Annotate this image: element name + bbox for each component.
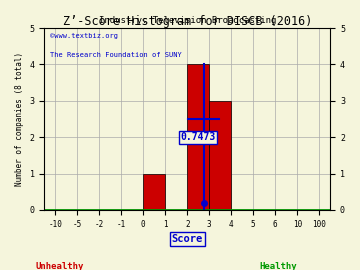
Bar [209, 101, 231, 210]
Text: Healthy: Healthy [259, 262, 297, 270]
Text: Unhealthy: Unhealthy [36, 262, 84, 270]
Text: 0.7473: 0.7473 [181, 132, 216, 142]
Bar [187, 64, 209, 210]
Text: Industry: Television Broadcasting: Industry: Television Broadcasting [99, 16, 276, 25]
X-axis label: Score: Score [172, 234, 203, 244]
Y-axis label: Number of companies (8 total): Number of companies (8 total) [15, 52, 24, 186]
Text: The Research Foundation of SUNY: The Research Foundation of SUNY [50, 52, 182, 58]
Text: ©www.textbiz.org: ©www.textbiz.org [50, 33, 118, 39]
Title: Z’-Score Histogram for DISCB (2016): Z’-Score Histogram for DISCB (2016) [63, 15, 312, 28]
Bar [143, 174, 165, 210]
